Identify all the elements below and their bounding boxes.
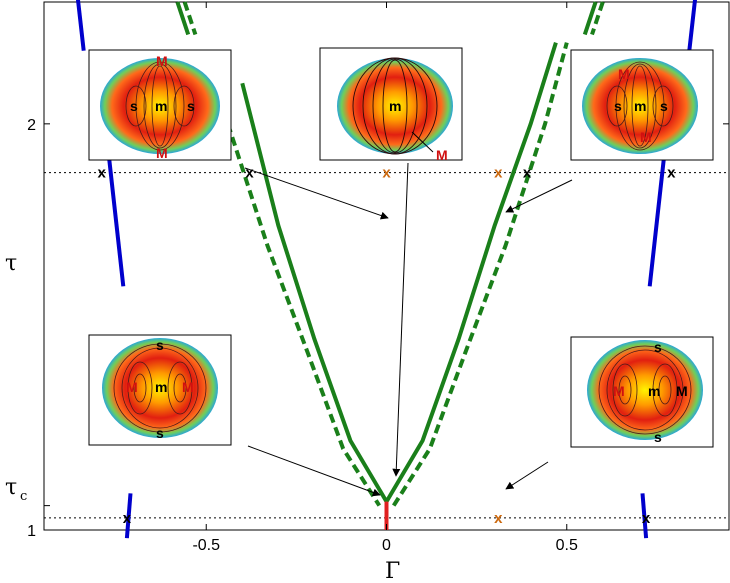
x-tick-label: 0.5 [556,537,578,554]
inset-label: m [155,98,167,114]
series-line-12 [582,1,598,36]
inset-label: M [676,383,688,399]
inset-label: s [130,98,138,114]
inset-contours [606,61,674,151]
y-axis-label: τ [5,251,17,276]
inset-field [587,340,703,440]
inset-pointer [411,131,434,153]
inset-field [582,58,698,154]
marker-7: x [494,510,503,527]
series-line-8 [225,123,381,507]
marker-1: x [245,165,254,182]
series-line-3 [687,0,698,51]
ticks-layer: -0.5 0 0.5 1 2 [27,2,729,554]
tau-c-label: τ [5,475,17,500]
series-line-9 [392,42,569,507]
inset-label: M [640,129,652,145]
inset-label: m [389,98,401,114]
inset-field [100,58,220,154]
inset-label: s [614,98,622,114]
arrow [244,167,389,220]
inset-label: m [634,98,646,114]
inset-label: s [187,98,195,114]
inset-label: m [155,379,167,395]
inset-label: s [156,425,164,441]
y-tick-label: 2 [27,117,36,134]
inset-label: M [436,147,448,163]
series-line-10 [175,1,191,36]
inset-label: s [660,98,668,114]
inset-label: s [156,337,164,353]
tau-c-subscript: c [20,489,27,504]
marker-8: x [642,510,651,527]
inset-label: M [126,379,138,395]
series-line-6 [240,82,389,503]
arrow [392,162,409,477]
arrows [244,162,573,497]
series-line-2 [124,493,133,539]
inset-label: s [654,429,662,445]
x-tick-label: -0.5 [192,537,220,554]
inset-label: M [156,53,168,69]
series-line-11 [182,1,198,36]
inset-top-left: M s m s M [88,49,232,161]
arrow [505,461,549,490]
inset-label: M [613,383,625,399]
marker-0: x [98,165,107,182]
x-tick-label: 0 [382,537,391,554]
y-tick-label: 1 [27,523,36,540]
marker-4: x [523,165,532,182]
series-line-5 [640,493,649,539]
markers-layer: x x x x x x x x x [98,165,677,527]
inset-contours [113,343,207,433]
inset-contours [352,57,438,155]
reference-lines [44,172,729,519]
arrow [247,445,381,497]
inset-field [102,338,218,438]
inset-field [337,58,453,154]
inset-bottom-left: s M m M s [88,334,232,446]
marker-3: x [494,165,503,182]
arrow [505,179,573,213]
series-line-7 [384,42,558,503]
inset-bottom-right: s M m M s [570,336,714,448]
marker-2: x [382,165,391,182]
series-line-0 [75,0,86,51]
inset-label: M [618,66,630,82]
inset-top-center: m M [319,47,463,163]
inset-contours [125,61,195,151]
inset-label: M [156,145,168,161]
inset-contours [598,345,692,435]
marker-6: x [123,510,132,527]
inset-label: m [648,383,660,399]
series-line-13 [590,1,605,36]
marker-5: x [667,165,676,182]
x-axis-label: Γ [385,559,400,583]
inset-label: s [654,339,662,355]
inset-top-right: M s m s M [570,49,714,161]
inset-label: M [182,379,194,395]
